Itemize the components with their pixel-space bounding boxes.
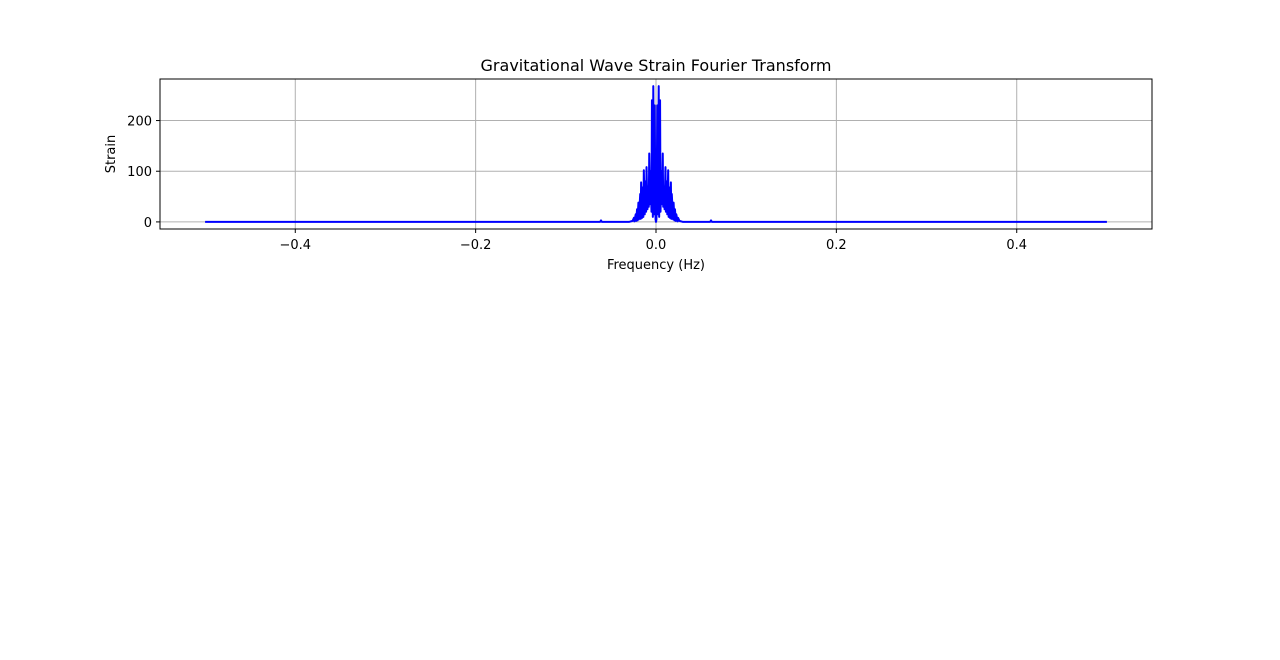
y-axis-label: Strain (104, 135, 119, 174)
x-tick-label: 0.2 (826, 238, 847, 253)
x-tick-label: 0.4 (1006, 238, 1027, 253)
x-axis: −0.4 −0.2 0.0 0.2 0.4 (279, 229, 1027, 253)
y-tick-label: 200 (127, 115, 152, 130)
chart-title: Gravitational Wave Strain Fourier Transf… (481, 56, 832, 75)
y-tick-label: 0 (144, 216, 152, 231)
series-line (205, 85, 1107, 223)
x-axis-label: Frequency (Hz) (607, 258, 705, 273)
x-tick-label: −0.4 (279, 238, 311, 253)
y-axis: 0 100 200 (127, 115, 160, 231)
series-layer (205, 85, 1107, 223)
y-tick-label: 100 (127, 165, 152, 180)
x-tick-label: −0.2 (460, 238, 492, 253)
x-tick-label: 0.0 (646, 238, 667, 253)
